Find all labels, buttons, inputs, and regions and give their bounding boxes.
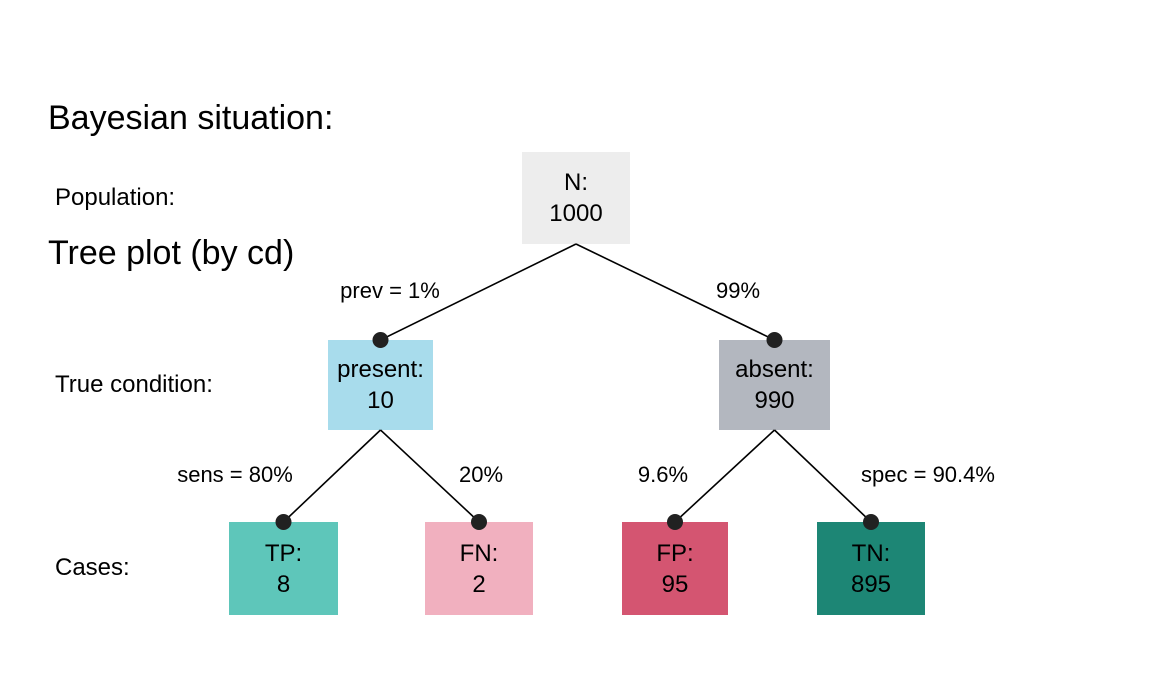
node-condition-present: present: 10 (328, 340, 433, 430)
edge-label-sens: sens = 80% (177, 462, 293, 487)
edge-line-absent-tn (773, 429, 872, 523)
node-fn-label: FN: (459, 539, 499, 567)
edge-line-present-tp (282, 429, 382, 523)
plot-title-line2: Tree plot (by cd) (48, 234, 295, 272)
node-root-label: N: (564, 169, 588, 196)
node-fn-value: 2 (472, 570, 486, 598)
plot-title-line1: Bayesian situation: (48, 99, 334, 137)
node-present-value: 10 (367, 387, 394, 414)
node-true-negative: TN: 895 (817, 522, 925, 615)
edge-label-prev: prev = 1% (340, 278, 440, 303)
edge-label-false-alarm-rate: 9.6% (637, 462, 689, 487)
plot-title: Bayesian situation: Tree plot (by cd) (48, 6, 333, 366)
edge-label-miss-rate: 20% (458, 462, 504, 487)
node-false-positive: FP: 95 (622, 522, 728, 615)
node-tn-value: 895 (850, 570, 892, 598)
row-label-true-condition: True condition: (55, 371, 213, 398)
node-population-total: N: 1000 (522, 152, 630, 244)
node-absent-label: absent: (735, 356, 814, 383)
node-present-label: present: (337, 356, 424, 383)
edge-label-prev-complement: 99% (715, 278, 761, 303)
edge-line-absent-fp (674, 429, 776, 523)
node-tn-label: TN: (851, 539, 891, 567)
node-tp-value: 8 (276, 570, 291, 598)
node-root-value: 1000 (549, 200, 603, 227)
node-absent-value: 990 (754, 387, 795, 414)
node-false-negative: FN: 2 (425, 522, 533, 615)
node-fp-value: 95 (661, 570, 689, 598)
row-label-population: Population: (55, 184, 176, 211)
row-label-cases: Cases: (55, 554, 130, 581)
node-condition-absent: absent: 990 (719, 340, 830, 430)
node-true-positive: TP: 8 (229, 522, 338, 615)
edge-label-spec: spec = 90.4% (861, 462, 995, 487)
node-tp-label: TP: (264, 539, 303, 567)
node-fp-label: FP: (656, 539, 694, 567)
